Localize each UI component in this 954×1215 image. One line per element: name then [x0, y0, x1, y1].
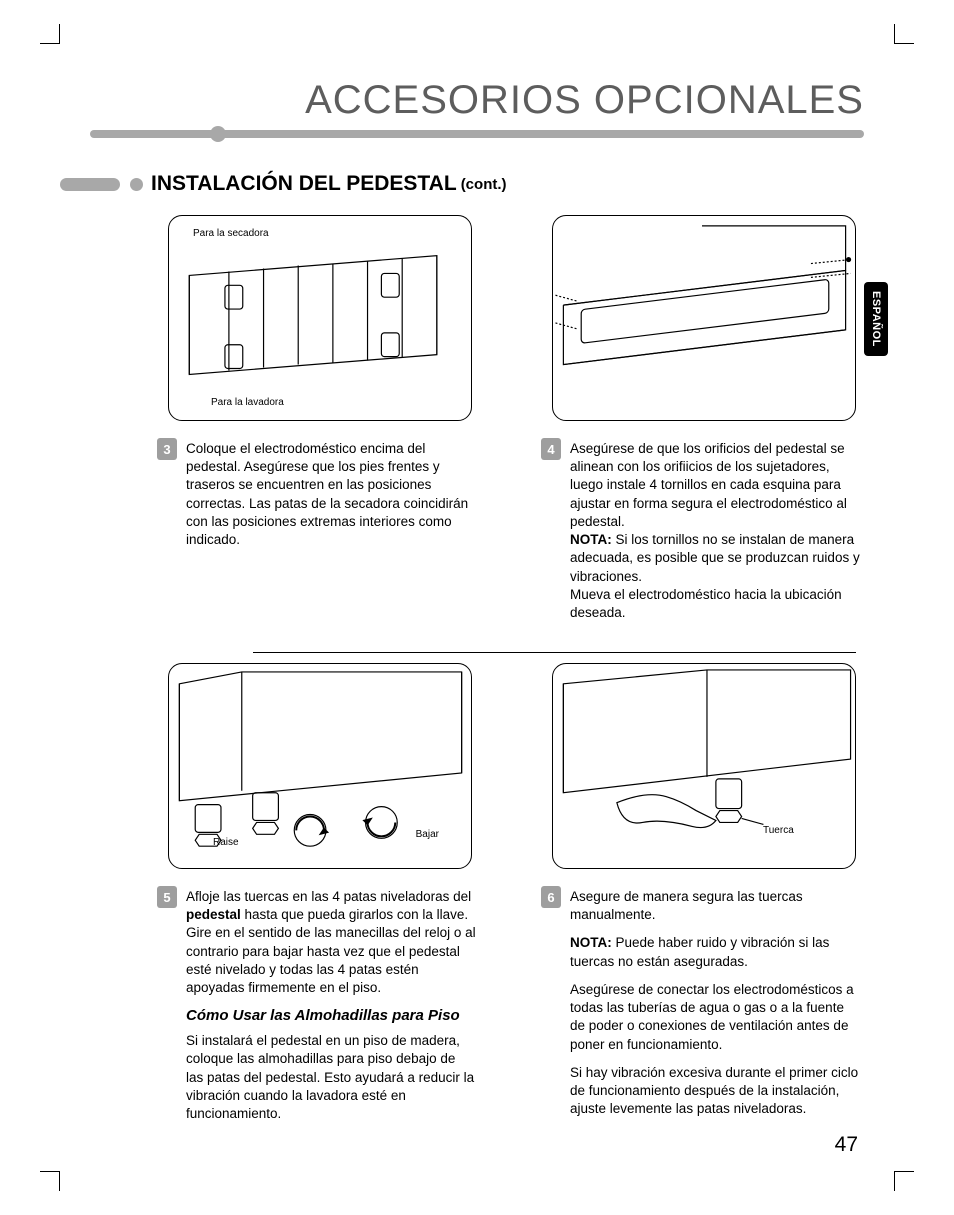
figure-6: Tuerca: [552, 663, 856, 869]
crop-mark: [40, 24, 60, 44]
note-label: NOTA:: [570, 532, 612, 547]
step-number: 6: [541, 886, 561, 908]
section-header: INSTALACIÓN DEL PEDESTAL (cont.): [60, 172, 507, 196]
text: Si hay vibración excesiva durante el pri…: [570, 1064, 862, 1119]
language-tab: ESPAÑOL: [864, 282, 888, 356]
section-cont: (cont.): [461, 176, 507, 193]
step-text: Asegure de manera segura las tuercas man…: [570, 888, 862, 1118]
figure-3: Para la secadora Para la lavadora: [168, 215, 472, 421]
step-text: Afloje las tuercas en las 4 patas nivela…: [186, 888, 476, 1123]
text: Afloje las tuercas en las 4 patas nivela…: [186, 889, 471, 904]
crop-mark: [894, 24, 914, 44]
step-number: 5: [157, 886, 177, 908]
figure-label: Tuerca: [763, 825, 794, 836]
text: Si instalará el pedestal en un piso de m…: [186, 1032, 476, 1123]
divider: [253, 652, 856, 653]
bullet-bar: [60, 178, 120, 191]
page-number: 47: [835, 1133, 858, 1157]
text: Asegure de manera segura las tuercas man…: [570, 888, 862, 924]
header-rule: [90, 130, 864, 138]
bold-word: pedestal: [186, 907, 241, 922]
crop-mark: [40, 1171, 60, 1191]
figure-label: Bajar: [416, 829, 439, 840]
figure-5: Raise Bajar: [168, 663, 472, 869]
text: Si los tornillos no se instalan de maner…: [570, 532, 860, 583]
text: Asegúrese de que los orificios del pedes…: [570, 441, 847, 529]
text: Mueva el electrodoméstico hacia la ubica…: [570, 587, 842, 620]
figure-4: [552, 215, 856, 421]
step-number: 3: [157, 438, 177, 460]
subheading: Cómo Usar las Almohadillas para Piso: [186, 1007, 476, 1026]
note-label: NOTA:: [570, 935, 612, 950]
section-title: INSTALACIÓN DEL PEDESTAL: [151, 172, 457, 196]
page-title: ACCESORIOS OPCIONALES: [305, 78, 864, 123]
step-text: Asegúrese de que los orificios del pedes…: [570, 440, 862, 622]
figure-label: Para la secadora: [193, 228, 269, 239]
figure-label: Para la lavadora: [211, 397, 284, 408]
text: Asegúrese de conectar los electrodomésti…: [570, 981, 862, 1054]
bullet-ball: [130, 178, 143, 191]
step-text: Coloque el electrodoméstico encima del p…: [186, 440, 474, 549]
crop-mark: [894, 1171, 914, 1191]
step-number: 4: [541, 438, 561, 460]
figure-label: Raise: [213, 837, 239, 848]
